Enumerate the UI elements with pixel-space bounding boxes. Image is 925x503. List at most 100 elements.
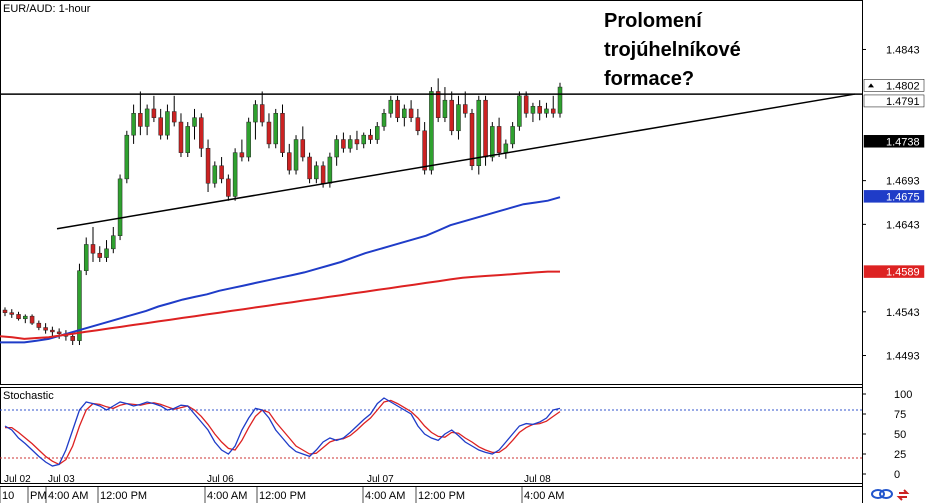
candle-body <box>259 104 265 123</box>
axes: 1.4843 1.4693 1.4643 1.4543 1.4493 1.4802 1.47… <box>0 44 925 503</box>
candle-body <box>2 309 8 313</box>
annotation-line-3: formace? <box>604 68 694 90</box>
candle-body <box>503 143 509 153</box>
candle-body <box>429 91 434 171</box>
price-tick-label: 1.4643 <box>886 219 920 231</box>
candle-body <box>178 121 184 153</box>
candle-body <box>422 130 427 171</box>
candle-body <box>50 329 55 333</box>
time-tick-label: 4:00 AM <box>48 490 88 502</box>
date-tick-label: Jul 02 <box>4 474 31 485</box>
candle-body <box>530 106 536 114</box>
price-label-value: 1.4589 <box>886 267 920 279</box>
candle-body <box>239 152 245 158</box>
candle-body <box>273 113 278 145</box>
candle-body <box>341 139 346 149</box>
candle-body <box>449 99 454 132</box>
candle-body <box>537 106 542 114</box>
price-label-value: 1.4675 <box>886 191 920 203</box>
candle-body <box>77 270 82 341</box>
stochastic-d-line <box>5 399 561 466</box>
candle-body <box>361 134 366 145</box>
candle-body <box>395 99 400 118</box>
candle-body <box>456 104 461 132</box>
time-tick-label: 4:00 AM <box>524 490 564 502</box>
candle-body <box>9 312 15 315</box>
candle-body <box>287 152 292 171</box>
candle-body <box>29 315 35 324</box>
candle-body <box>408 108 414 118</box>
candle-body <box>375 126 380 140</box>
price-tick-label: 1.4543 <box>886 307 920 319</box>
candle-body <box>199 117 204 149</box>
price-label-value: 1.4738 <box>886 136 920 148</box>
candle-body <box>368 134 373 140</box>
price-label-box <box>863 265 925 278</box>
date-tick-label: Jul 07 <box>367 474 394 485</box>
candle-body <box>300 139 306 158</box>
price-tick-label: 1.4843 <box>886 44 920 56</box>
candle-body <box>104 248 109 258</box>
reverse-arrows-icon[interactable] <box>896 487 910 501</box>
price-label-box <box>863 79 925 92</box>
date-tick-label: Jul 03 <box>48 474 75 485</box>
symbol-title: EUR/AUD: 1-hour <box>3 3 91 15</box>
time-tick-label: 12:00 PM <box>259 490 306 502</box>
candle-body <box>490 126 495 158</box>
link-icon[interactable] <box>871 489 893 499</box>
candle-body <box>402 108 407 118</box>
candle-body <box>138 113 143 127</box>
candle-body <box>347 139 353 149</box>
candle-body <box>496 126 502 153</box>
time-tick-label: PM <box>30 490 47 502</box>
date-tick-label: Jul 06 <box>207 474 234 485</box>
candle-body <box>70 336 75 341</box>
candle-body <box>557 86 563 114</box>
candle-body <box>462 104 468 114</box>
candle-body <box>151 108 157 118</box>
stochastic-title: Stochastic <box>3 390 54 402</box>
candle-body <box>111 235 116 250</box>
candle-body <box>476 99 482 167</box>
price-tick-label: 1.4693 <box>886 176 920 188</box>
date-tick-label: Jul 08 <box>524 474 551 485</box>
candle-body <box>307 156 312 180</box>
candle-body <box>550 108 556 114</box>
candle-body <box>219 165 224 180</box>
candle-body <box>523 95 529 114</box>
candle-body <box>83 244 89 271</box>
candle-body <box>469 113 475 167</box>
candle-body <box>280 113 285 153</box>
price-label-value: 1.4791 <box>886 96 920 108</box>
candle-body <box>293 139 299 171</box>
candle-body <box>435 91 441 118</box>
candle-body <box>510 126 515 145</box>
annotation-line-1: Prolomení <box>604 10 703 32</box>
price-label-value: 1.4802 <box>886 80 920 92</box>
price-label-box <box>863 135 925 148</box>
candle-body <box>131 113 136 136</box>
stochastic-tick-label: 50 <box>894 429 906 441</box>
candle-body <box>117 178 123 236</box>
candle-body <box>185 126 190 153</box>
candle-body <box>442 99 448 118</box>
candle-body <box>23 315 28 320</box>
candle-body <box>192 117 197 127</box>
candle-body <box>212 165 218 184</box>
candle-body <box>97 252 103 258</box>
moving-average-fast <box>0 196 561 344</box>
moving-average-slow <box>0 270 560 340</box>
candle-body <box>246 121 251 158</box>
time-tick-label: 12:00 PM <box>418 490 465 502</box>
candle-body <box>354 139 360 145</box>
annotation-line-2: trojúhelníkové <box>604 39 741 61</box>
candle-body <box>483 99 488 158</box>
time-tick-label: 4:00 AM <box>365 490 405 502</box>
stochastic-plot <box>0 397 862 467</box>
candle-body <box>16 314 21 320</box>
candle-body <box>205 148 211 184</box>
candle-body <box>415 117 421 132</box>
candle-body <box>43 327 48 331</box>
stochastic-k-line <box>4 397 561 467</box>
